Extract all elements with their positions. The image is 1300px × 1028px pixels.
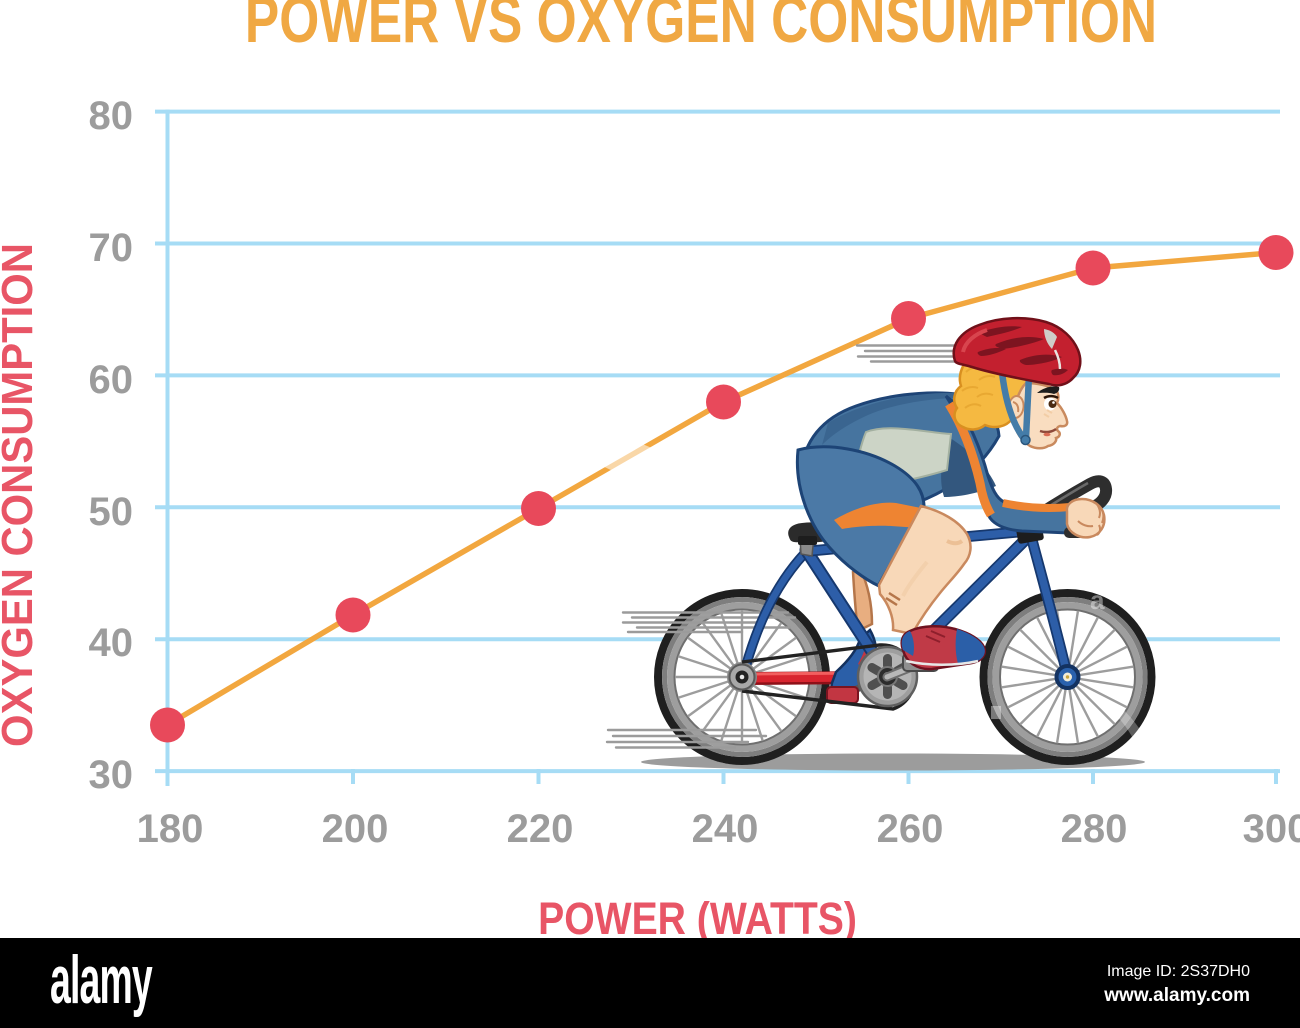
svg-text:60: 60 [89,358,134,402]
svg-text:260: 260 [877,807,944,851]
svg-text:80: 80 [89,94,134,138]
svg-text:www.alamy.com: www.alamy.com [1103,985,1250,1006]
svg-text:200: 200 [322,807,389,851]
svg-text:40: 40 [89,621,134,665]
svg-text:70: 70 [89,226,134,270]
svg-text:POWER VS OXYGEN CONSUMPTION: POWER VS OXYGEN CONSUMPTION [245,0,1157,56]
svg-text:280: 280 [1061,807,1128,851]
svg-text:a: a [1090,585,1105,615]
svg-text:POWER (WATTS): POWER (WATTS) [538,893,857,943]
svg-text:300: 300 [1243,807,1300,851]
svg-text:240: 240 [692,807,759,851]
svg-text:alamy: alamy [50,941,153,1018]
svg-text:220: 220 [507,807,574,851]
svg-text:180: 180 [137,807,204,851]
svg-text:50: 50 [89,490,134,534]
svg-text:30: 30 [89,753,134,797]
svg-text:Image ID: 2S37DH0: Image ID: 2S37DH0 [1107,963,1250,980]
svg-text:OXYGEN CONSUMPTION: OXYGEN CONSUMPTION [0,243,42,747]
